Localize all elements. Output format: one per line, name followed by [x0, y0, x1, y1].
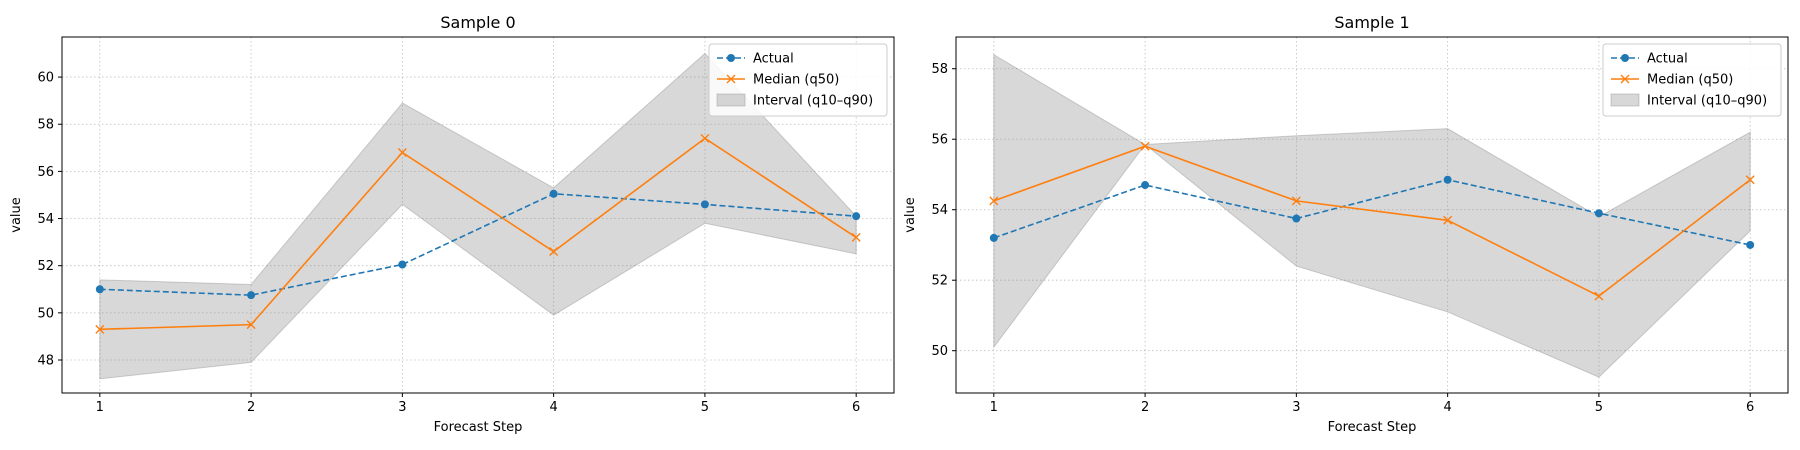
y-tick-label: 58 — [37, 118, 54, 133]
y-tick-label: 52 — [37, 259, 54, 274]
legend: Actual Median (q50) Interval (q10–q90) — [1602, 43, 1782, 117]
legend-marker-actual — [727, 54, 735, 62]
legend-swatch-interval — [1610, 93, 1640, 107]
legend-label-median: Median (q50) — [1647, 73, 1733, 88]
chart-title: Sample 0 — [440, 13, 515, 32]
x-tick-label: 2 — [247, 400, 255, 415]
series-line-0 — [99, 192, 857, 296]
data-point-actual — [700, 200, 709, 209]
x-tick-label: 5 — [1595, 400, 1603, 415]
data-point-median — [246, 320, 256, 330]
y-tick-label: 60 — [37, 71, 54, 86]
plot-frame — [955, 36, 1789, 394]
chart-title: Sample 1 — [1334, 13, 1409, 32]
plot-frame — [61, 36, 895, 394]
data-point-actual — [398, 260, 407, 269]
legend: Actual Median (q50) Interval (q10–q90) — [708, 43, 888, 117]
data-point-median — [1443, 215, 1453, 225]
y-tick-label: 52 — [931, 274, 948, 289]
legend-label-actual: Actual — [1647, 52, 1688, 67]
legend-label-interval: Interval (q10–q90) — [753, 94, 873, 109]
data-point-median — [397, 148, 407, 158]
data-point-actual — [852, 212, 861, 221]
data-point-median — [1594, 291, 1604, 301]
y-tick-label: 48 — [37, 353, 54, 368]
legend-label-median: Median (q50) — [753, 73, 839, 88]
data-point-actual — [549, 189, 558, 198]
series-line-0 — [993, 178, 1751, 246]
data-point-actual — [989, 233, 998, 242]
legend-box — [1602, 43, 1782, 117]
legend-box — [708, 43, 888, 117]
data-point-median — [851, 232, 861, 242]
data-point-median — [989, 196, 999, 206]
legend-label-actual: Actual — [753, 52, 794, 67]
data-point-actual — [1292, 214, 1301, 223]
y-axis-label: value — [903, 197, 918, 233]
data-point-median — [1140, 141, 1150, 151]
y-tick-label: 50 — [931, 344, 948, 359]
x-tick-label: 6 — [852, 400, 860, 415]
interval-band — [993, 53, 1751, 378]
y-tick-label: 50 — [37, 306, 54, 321]
x-tick-label: 4 — [1443, 400, 1451, 415]
x-tick-label: 3 — [398, 400, 406, 415]
data-point-actual — [1594, 209, 1603, 218]
y-tick-label: 54 — [931, 203, 948, 218]
series-line-1 — [99, 137, 857, 331]
legend-marker-actual — [1621, 54, 1629, 62]
x-tick-label: 1 — [990, 400, 998, 415]
series-line-1 — [993, 145, 1751, 298]
data-point-actual — [95, 285, 104, 294]
y-tick-label: 54 — [37, 212, 54, 227]
y-tick-label: 56 — [931, 133, 948, 148]
data-point-median — [1291, 196, 1301, 206]
legend-label-interval: Interval (q10–q90) — [1647, 94, 1767, 109]
x-axis-label: Forecast Step — [1328, 420, 1417, 435]
x-tick-label: 1 — [96, 400, 104, 415]
y-axis-label: value — [9, 197, 24, 233]
legend-swatch-interval — [716, 93, 746, 107]
y-tick-label: 58 — [931, 62, 948, 77]
data-point-actual — [247, 291, 256, 300]
x-tick-label: 3 — [1292, 400, 1300, 415]
data-point-median — [95, 324, 105, 334]
x-tick-label: 2 — [1141, 400, 1149, 415]
x-tick-label: 6 — [1746, 400, 1754, 415]
x-tick-label: 5 — [701, 400, 709, 415]
x-axis-label: Forecast Step — [434, 420, 523, 435]
data-point-median — [1745, 175, 1755, 185]
y-tick-label: 56 — [37, 165, 54, 180]
legend-marker-median — [726, 74, 736, 84]
data-point-actual — [1443, 175, 1452, 184]
interval-band — [99, 52, 857, 380]
data-point-actual — [1746, 240, 1755, 249]
data-point-median — [700, 133, 710, 143]
data-point-median — [549, 247, 559, 257]
legend-marker-median — [1620, 74, 1630, 84]
data-point-actual — [1141, 181, 1150, 190]
x-tick-label: 4 — [549, 400, 557, 415]
